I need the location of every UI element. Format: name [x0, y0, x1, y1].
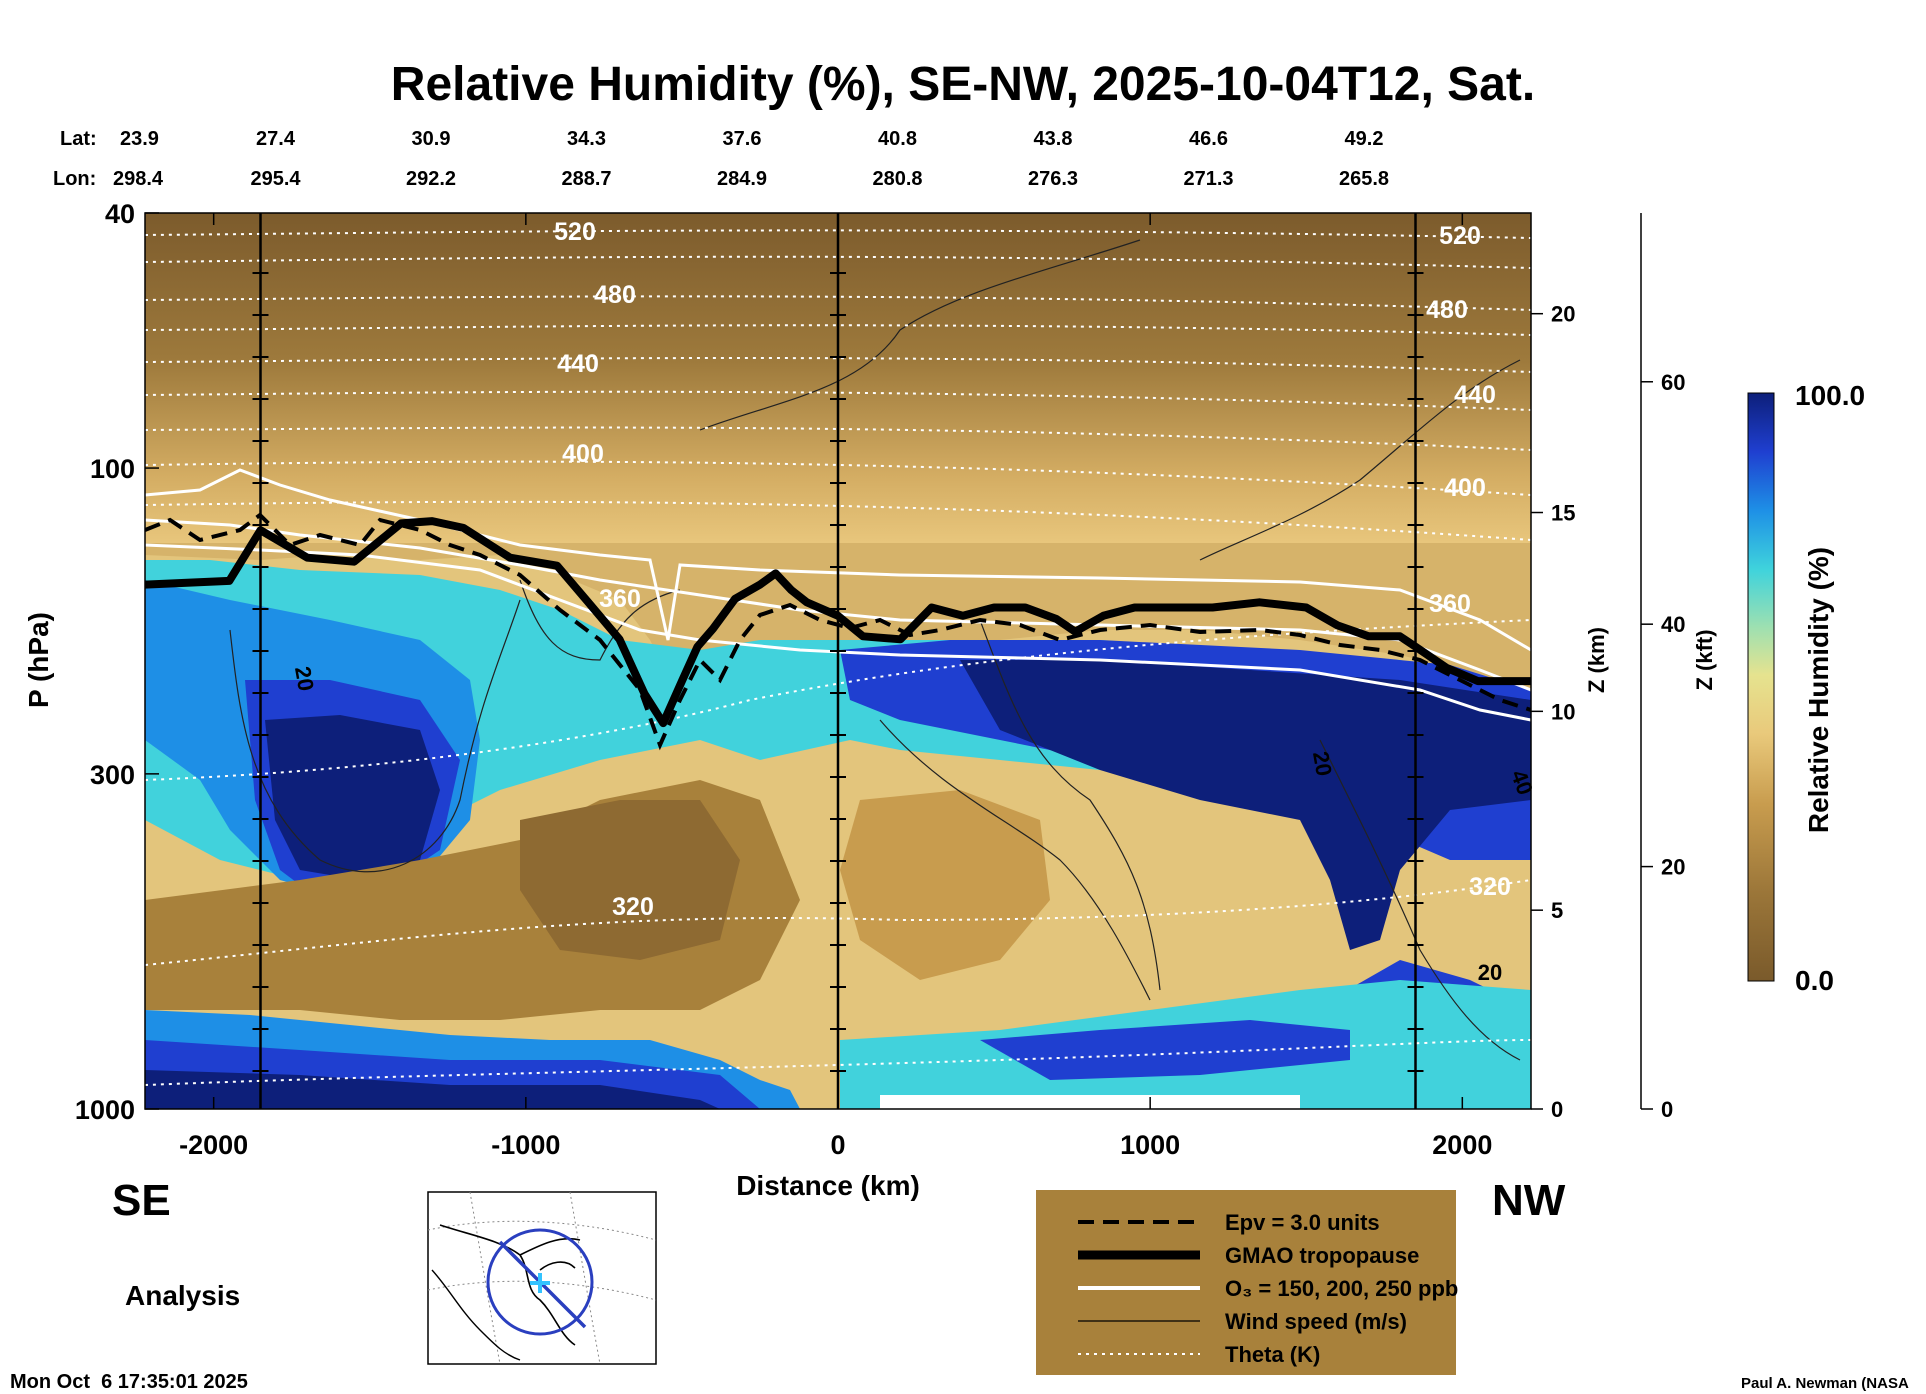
z-kft-tick-label: 60 [1661, 370, 1685, 395]
timestamp: Mon Oct 6 17:35:01 2025 [10, 1371, 248, 1393]
lon-value: 298.4 [113, 168, 164, 190]
theta-label: 440 [1454, 381, 1496, 409]
theta-label: 320 [612, 893, 654, 921]
theta-label: 520 [554, 218, 596, 246]
x-tick-label: -1000 [491, 1130, 560, 1160]
z-km-label: Z (km) [1584, 627, 1609, 693]
colorbar-max-label: 100.0 [1795, 380, 1865, 411]
lon-value: 295.4 [250, 168, 301, 190]
lon-value: 288.7 [561, 168, 611, 190]
analysis-label: Analysis [125, 1280, 240, 1311]
y-tick-label: 1000 [75, 1095, 135, 1125]
theta-label: 360 [1429, 590, 1471, 618]
lon-label: Lon: [53, 168, 96, 190]
lon-value: 284.9 [717, 168, 767, 190]
lon-value: 276.3 [1028, 168, 1078, 190]
x-tick-label: 0 [830, 1130, 845, 1160]
chart-title: Relative Humidity (%), SE-NW, 2025-10-04… [391, 58, 1535, 111]
theta-label: 320 [1469, 873, 1511, 901]
legend-item-theta: Theta (K) [1225, 1342, 1320, 1367]
z-km-tick-label: 10 [1551, 699, 1575, 724]
theta-label: 480 [1426, 296, 1468, 324]
lat-label: Lat: [60, 128, 97, 150]
z-kft-axis: 0 20 40 60 [1640, 213, 1685, 1122]
lat-value: 49.2 [1345, 128, 1384, 150]
legend-item-wind: Wind speed (m/s) [1225, 1309, 1407, 1334]
colorbar-title: Relative Humidity (%) [1803, 547, 1834, 833]
legend-item-epv: Epv = 3.0 units [1225, 1210, 1380, 1235]
wind-speed-label: 20 [1478, 960, 1502, 985]
lat-value: 37.6 [723, 128, 762, 150]
epv-contour [145, 512, 1531, 751]
theta-label: 400 [1444, 474, 1486, 502]
theta-label: 400 [562, 440, 604, 468]
direction-se: SE [112, 1176, 171, 1225]
z-km-tick-label: 5 [1551, 898, 1563, 923]
vertical-marker-lines [252, 213, 1424, 1109]
x-tick-label: 1000 [1120, 1130, 1180, 1160]
theta-label: 360 [599, 585, 641, 613]
lat-value: 30.9 [412, 128, 451, 150]
z-kft-label: Z (kft) [1692, 629, 1717, 690]
colorbar-min-label: 0.0 [1795, 965, 1834, 996]
direction-nw: NW [1492, 1176, 1566, 1225]
lat-value: 34.3 [567, 128, 606, 150]
y-tick-label: 100 [90, 454, 135, 484]
lon-value: 265.8 [1339, 168, 1389, 190]
z-km-tick-label: 0 [1551, 1097, 1563, 1122]
x-tick-label: 2000 [1432, 1130, 1492, 1160]
z-kft-tick-label: 20 [1661, 855, 1685, 880]
colorbar: 100.0 0.0 Relative Humidity (%) [1747, 380, 1865, 996]
lat-value: 27.4 [256, 128, 296, 150]
inset-map [427, 1191, 657, 1365]
legend-item-tropopause: GMAO tropopause [1225, 1243, 1419, 1268]
gmao-tropopause-line [145, 517, 1531, 728]
lon-value: 292.2 [406, 168, 456, 190]
wind-speed-label: 20 [290, 664, 319, 692]
lat-value: 40.8 [878, 128, 917, 150]
legend: Epv = 3.0 units GMAO tropopause O₃ = 150… [1036, 1190, 1458, 1375]
lon-value: 271.3 [1183, 168, 1233, 190]
theta-label: 440 [557, 350, 599, 378]
z-km-axis: 0 5 10 15 20 [1531, 302, 1575, 1122]
lat-value: 43.8 [1034, 128, 1073, 150]
z-km-tick-label: 20 [1551, 302, 1575, 327]
z-kft-tick-label: 0 [1661, 1097, 1673, 1122]
wind-speed-label: 20 [1308, 749, 1337, 777]
wind-speed-contours [229, 239, 1521, 1061]
lat-lon-header: Lat: Lon: 23.9 27.4 30.9 34.3 37.6 40.8 43.8 46… [53, 128, 1389, 190]
theta-label: 480 [594, 281, 636, 309]
y-tick-label: 40 [105, 199, 135, 229]
x-tick-label: -2000 [179, 1130, 248, 1160]
z-kft-tick-label: 40 [1661, 612, 1685, 637]
lat-value: 46.6 [1189, 128, 1228, 150]
author-credit: Paul A. Newman (NASA [1741, 1375, 1909, 1392]
lon-value: 280.8 [872, 168, 922, 190]
y-tick-label: 300 [90, 760, 135, 790]
theta-label: 520 [1439, 222, 1481, 250]
lat-value: 23.9 [120, 128, 159, 150]
z-km-tick-label: 15 [1551, 501, 1575, 526]
theta-contours [145, 229, 1531, 1086]
x-axis-label: Distance (km) [736, 1170, 920, 1201]
y-axis-ticks: 40 100 300 1000 [75, 199, 159, 1125]
y-axis-label: P (hPa) [23, 612, 54, 708]
legend-item-ozone: O₃ = 150, 200, 250 ppb [1225, 1276, 1458, 1301]
theta-labels: 320 320 360 360 400 400 440 440 480 480 520 520 [554, 218, 1511, 921]
x-axis-ticks: -2000 -1000 0 1000 2000 [179, 213, 1492, 1160]
